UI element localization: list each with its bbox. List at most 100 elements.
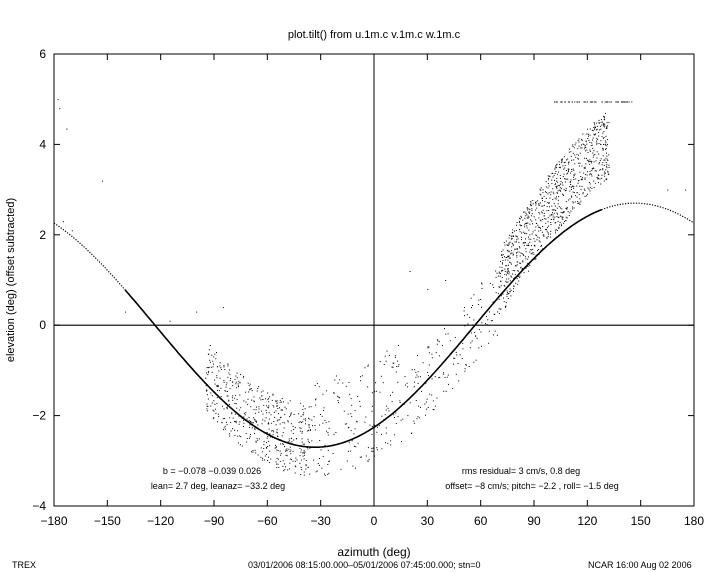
data-point <box>260 447 262 449</box>
data-point <box>528 229 530 231</box>
data-point <box>261 423 263 425</box>
data-point <box>531 233 533 235</box>
data-point <box>269 396 271 398</box>
data-point <box>623 101 625 103</box>
data-point <box>596 143 598 145</box>
data-point <box>593 161 595 163</box>
data-point <box>595 160 597 162</box>
data-point <box>505 280 507 282</box>
data-point <box>232 428 233 430</box>
data-point <box>211 371 213 373</box>
data-point <box>232 395 234 397</box>
data-point <box>568 163 570 165</box>
data-point <box>605 126 607 128</box>
data-point <box>263 404 265 406</box>
data-point <box>290 453 292 455</box>
data-point <box>568 101 570 103</box>
data-point <box>594 123 595 125</box>
data-point <box>553 203 555 205</box>
data-point <box>508 243 510 245</box>
data-point <box>514 265 516 267</box>
data-point <box>310 406 312 408</box>
data-point <box>512 243 514 245</box>
data-point <box>253 417 254 419</box>
data-point <box>518 220 520 222</box>
data-point <box>522 219 524 221</box>
data-point <box>250 434 251 435</box>
data-point <box>537 250 538 252</box>
data-point <box>270 414 272 416</box>
data-point <box>273 406 275 408</box>
data-point <box>267 399 269 401</box>
data-point <box>455 351 457 353</box>
data-point <box>498 286 500 288</box>
data-point <box>315 399 316 401</box>
data-point <box>211 354 213 356</box>
data-point <box>241 445 243 447</box>
data-point <box>511 276 513 278</box>
data-point <box>464 325 466 327</box>
data-point <box>354 445 355 447</box>
data-point <box>516 239 518 241</box>
data-point <box>444 377 446 378</box>
data-point <box>284 406 286 408</box>
data-point <box>521 238 522 240</box>
data-point <box>213 417 215 419</box>
data-point <box>254 419 256 421</box>
fit-curve-extrapolated-right <box>601 202 695 224</box>
data-point <box>504 244 506 246</box>
data-point <box>558 166 560 168</box>
data-point <box>231 397 233 399</box>
data-point <box>504 268 506 270</box>
data-point <box>502 269 504 271</box>
data-point <box>506 272 508 274</box>
data-point <box>570 172 571 174</box>
data-point <box>574 201 576 203</box>
data-point <box>333 392 335 394</box>
data-point <box>62 221 64 223</box>
data-point <box>586 171 588 173</box>
data-point <box>267 460 269 461</box>
data-point <box>559 190 561 192</box>
data-point <box>575 142 577 144</box>
data-point <box>567 101 569 103</box>
data-point <box>532 200 534 201</box>
data-point <box>262 390 264 392</box>
data-point <box>326 390 328 392</box>
data-point <box>604 101 606 103</box>
data-point <box>453 357 455 359</box>
data-point <box>556 212 558 214</box>
data-point <box>529 264 531 266</box>
data-point <box>535 234 537 236</box>
data-point <box>437 340 439 342</box>
data-point <box>535 201 537 203</box>
data-point <box>212 409 214 411</box>
data-point <box>506 293 508 295</box>
data-point <box>544 218 546 220</box>
data-point <box>516 278 518 280</box>
data-point <box>255 440 257 442</box>
data-point <box>508 264 509 266</box>
data-point <box>593 150 595 152</box>
data-point <box>264 459 266 461</box>
data-point <box>282 422 284 424</box>
data-point <box>446 376 448 378</box>
data-point <box>557 181 559 183</box>
data-point <box>309 418 311 420</box>
data-point <box>513 236 515 237</box>
data-point <box>602 148 604 150</box>
data-point <box>262 451 264 453</box>
data-point <box>453 363 454 365</box>
x-tick-label: −120 <box>147 514 174 528</box>
data-point <box>254 433 255 434</box>
data-point <box>522 261 524 263</box>
data-point <box>515 241 517 243</box>
data-point <box>538 203 540 205</box>
data-point <box>219 365 221 367</box>
data-point <box>548 202 550 204</box>
data-point <box>553 209 554 211</box>
data-point <box>268 405 270 407</box>
data-point <box>555 186 557 187</box>
data-point <box>425 382 427 384</box>
data-point <box>319 414 321 415</box>
